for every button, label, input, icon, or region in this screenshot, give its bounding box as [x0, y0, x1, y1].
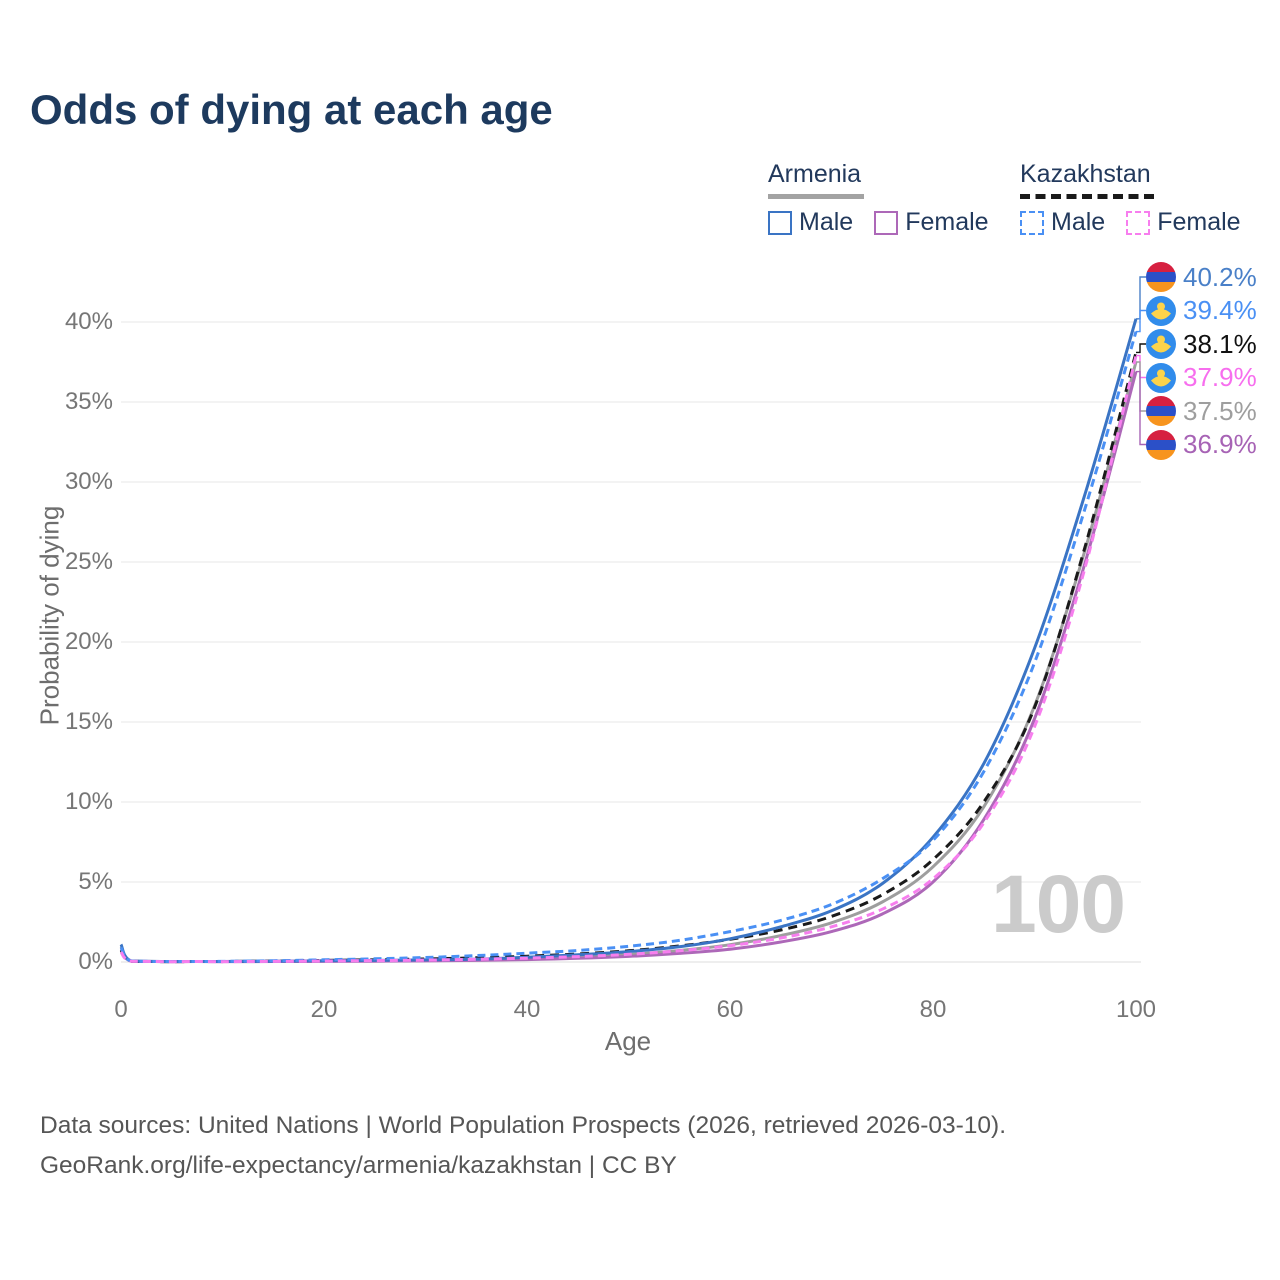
x-tick-label: 0: [114, 996, 128, 1023]
end-value-labels: 40.2% 39.4% 38.1% 37.9% 37.5% 36.9%: [1146, 261, 1257, 462]
end-label-row: 37.5%: [1146, 395, 1257, 427]
page-title: Odds of dying at each age: [30, 86, 553, 133]
end-label-row: 39.4%: [1146, 295, 1257, 327]
end-value: 37.9%: [1183, 362, 1257, 392]
x-tick-label: 100: [1115, 996, 1157, 1023]
end-value: 39.4%: [1183, 295, 1257, 325]
armenia-flag-icon: [1146, 396, 1176, 426]
end-label-row: 40.2%: [1146, 261, 1257, 293]
kazakhstan-female-swatch-icon: [1126, 210, 1151, 235]
series-line-kazakhstan-female[interactable]: [119, 355, 1138, 964]
end-label-connector: [1136, 361, 1146, 412]
legend-item-armenia-male[interactable]: Male: [768, 208, 853, 237]
y-tick-label: 15%: [64, 708, 113, 735]
legend-label-kazakhstan-male: Male: [1051, 208, 1106, 236]
x-tick-label: 20: [310, 996, 338, 1023]
y-tick-label: 0%: [78, 948, 113, 975]
end-label-row: 36.9%: [1146, 429, 1257, 461]
x-tick-label: 40: [513, 996, 541, 1023]
kazakhstan-flag-icon: [1146, 362, 1176, 393]
footer: Data sources: United Nations | World Pop…: [40, 1106, 1006, 1186]
hover-age-watermark: 100: [991, 859, 1126, 950]
legend-title-kazakhstan[interactable]: Kazakhstan: [1020, 160, 1154, 199]
armenia-flag-icon: [1146, 429, 1176, 460]
y-tick-label: 35%: [64, 388, 113, 415]
y-tick-label: 30%: [64, 468, 113, 495]
end-value: 40.2%: [1183, 261, 1257, 292]
y-axis-title: Probability of dying: [34, 505, 65, 726]
y-tick-label: 5%: [78, 868, 113, 895]
armenia-male-swatch-icon: [768, 210, 792, 235]
kazakhstan-flag-icon: [1146, 329, 1176, 359]
legend-item-kazakhstan-male[interactable]: Male: [1020, 208, 1105, 237]
end-value: 38.1%: [1183, 328, 1257, 359]
footer-url-line: GeoRank.org/life-expectancy/armenia/kaza…: [40, 1152, 677, 1179]
armenia-female-swatch-icon: [874, 210, 899, 235]
x-tick-label: 80: [919, 996, 947, 1023]
legend-group-armenia: Armenia Male Female: [768, 160, 989, 237]
end-value: 36.9%: [1183, 429, 1257, 459]
end-label-connector: [1136, 276, 1146, 320]
series-line-kazakhstan-male[interactable]: [119, 331, 1138, 963]
end-label-connector: [1136, 354, 1146, 379]
x-tick-label: 60: [716, 996, 744, 1023]
y-tick-label: 40%: [64, 308, 113, 335]
legend-label-armenia-female: Female: [905, 208, 989, 236]
y-tick-label: 25%: [64, 548, 113, 575]
y-tick-label: 10%: [64, 788, 113, 815]
end-value: 37.5%: [1183, 395, 1257, 426]
end-label-connector: [1136, 309, 1146, 333]
legend-label-kazakhstan-female: Female: [1157, 208, 1241, 236]
armenia-flag-icon: [1146, 262, 1176, 292]
y-tick-label: 20%: [64, 628, 113, 655]
legend-group-kazakhstan: Kazakhstan Male Female: [1020, 160, 1241, 237]
end-label-row: 38.1%: [1146, 328, 1257, 360]
legend-label-armenia-male: Male: [799, 208, 854, 236]
legend-title-armenia[interactable]: Armenia: [768, 160, 865, 199]
end-label-row: 37.9%: [1146, 362, 1257, 394]
kazakhstan-flag-icon: [1146, 295, 1176, 326]
end-label-connector: [1136, 370, 1146, 446]
end-label-connector: [1136, 343, 1146, 354]
x-axis-title: Age: [604, 1026, 652, 1056]
legend-item-kazakhstan-female[interactable]: Female: [1126, 208, 1241, 237]
legend-item-armenia-female[interactable]: Female: [874, 208, 989, 237]
footer-source-line: Data sources: United Nations | World Pop…: [40, 1112, 1007, 1139]
kazakhstan-male-swatch-icon: [1020, 210, 1044, 235]
